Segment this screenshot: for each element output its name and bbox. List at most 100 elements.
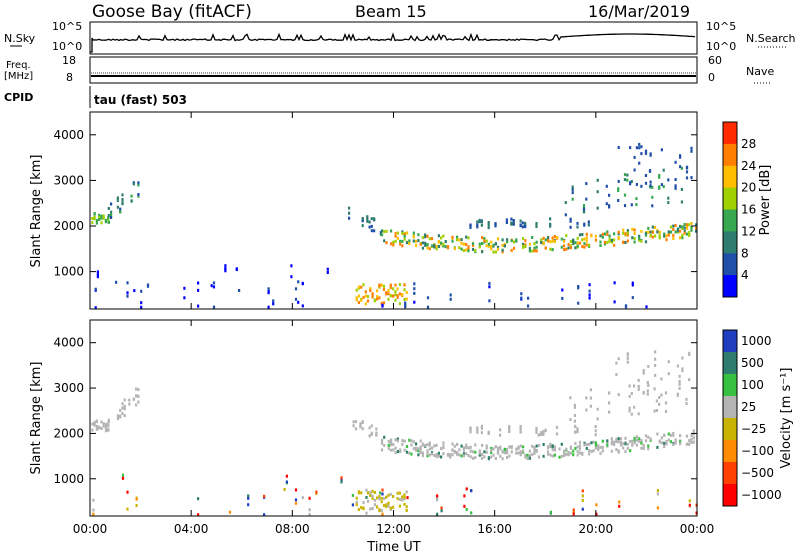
echo-cell [655, 409, 658, 412]
echo-cell [458, 238, 461, 242]
echo-cell [646, 381, 649, 384]
echo-cell [542, 430, 545, 434]
echo-cell [681, 367, 684, 371]
echo-cell [569, 240, 572, 243]
echo-cell [451, 239, 454, 243]
echo-cell [633, 436, 636, 440]
echo-cell [478, 451, 481, 455]
echo-cell [104, 422, 108, 426]
echo-cell [672, 443, 675, 447]
echo-cell [599, 244, 602, 247]
echo-cell [651, 204, 654, 208]
echo-cell [549, 224, 552, 228]
echo-cell [308, 512, 311, 516]
echo-cell [585, 396, 588, 400]
echo-cell [361, 224, 364, 228]
echo-cell [419, 242, 422, 246]
echo-cell [437, 454, 440, 458]
echo-cell [637, 412, 640, 416]
echo-cell [396, 437, 399, 441]
echo-cell [490, 245, 493, 248]
echo-cell [501, 244, 504, 247]
echo-cell [651, 195, 654, 199]
echo-cell [667, 360, 670, 364]
echo-cell [357, 490, 360, 494]
echo-cell [430, 452, 434, 456]
nsky-tick-bottom: 10^0 [52, 40, 82, 53]
echo-cell [424, 235, 427, 239]
echo-cell [617, 440, 620, 444]
echo-cell [355, 503, 358, 507]
echo-cell [633, 232, 636, 235]
echo-cell [354, 427, 357, 431]
echo-cell [385, 505, 388, 508]
echo-cell [565, 452, 568, 456]
colorbar-segment [723, 484, 737, 507]
echo-cell [442, 234, 445, 238]
echo-cell [456, 238, 459, 242]
echo-cell [123, 404, 126, 408]
echo-cell [617, 357, 620, 361]
echo-cell [660, 377, 663, 381]
echo-cell [594, 425, 597, 428]
echo-cell [360, 491, 363, 495]
echo-cell [474, 249, 477, 252]
echo-cell [590, 441, 593, 445]
echo-cell [96, 275, 99, 279]
echo-cell [535, 249, 538, 253]
echo-cell [572, 508, 575, 512]
echo-cell [496, 245, 500, 249]
freq-tick-bottom: 8 [66, 71, 73, 84]
echo-cell [401, 293, 404, 296]
echo-cell [471, 242, 475, 246]
echo-cell [433, 444, 436, 448]
echo-cell [487, 244, 490, 248]
x-tick-label: 04:00 [174, 522, 209, 536]
echo-cell [488, 299, 491, 303]
echo-cell [558, 447, 561, 451]
echo-cell [567, 246, 570, 250]
echo-cell [483, 450, 486, 454]
echo-cell [581, 507, 584, 511]
echo-cell [619, 437, 623, 441]
echo-cell [628, 406, 631, 410]
echo-cell [683, 223, 686, 226]
echo-cell [389, 294, 392, 298]
echo-cell [685, 232, 689, 236]
echo-cell [564, 201, 567, 205]
echo-cell [121, 473, 125, 477]
echo-cell [679, 442, 682, 446]
echo-cell [553, 448, 556, 452]
echo-cell [435, 443, 438, 447]
echo-cell [672, 224, 675, 228]
echo-cell [419, 451, 422, 454]
echo-cell [458, 448, 461, 452]
echo-cell [95, 427, 98, 431]
echo-cell [121, 193, 124, 197]
echo-cell [474, 456, 477, 460]
echo-cell [665, 238, 668, 242]
echo-cell [294, 297, 298, 301]
echo-cell [583, 443, 586, 447]
nsky-tick-top: 10^5 [52, 20, 82, 33]
echo-cell [683, 226, 686, 230]
echo-cell [519, 450, 522, 454]
echo-cell [137, 388, 140, 392]
echo-cell [365, 488, 368, 492]
echo-cell [456, 452, 459, 456]
echo-cell [480, 426, 483, 430]
echo-cell [576, 221, 579, 225]
echo-cell [483, 239, 486, 243]
echo-cell [359, 424, 362, 428]
echo-cell [398, 498, 401, 501]
echo-cell [631, 236, 634, 240]
echo-cell [681, 369, 684, 373]
echo-cell [555, 425, 559, 429]
echo-cell [573, 405, 576, 409]
echo-cell [524, 243, 527, 247]
echo-cell [385, 495, 388, 499]
echo-cell [485, 244, 488, 248]
echo-cell [560, 454, 563, 458]
echo-cell [662, 185, 665, 189]
echo-cell [667, 432, 670, 436]
